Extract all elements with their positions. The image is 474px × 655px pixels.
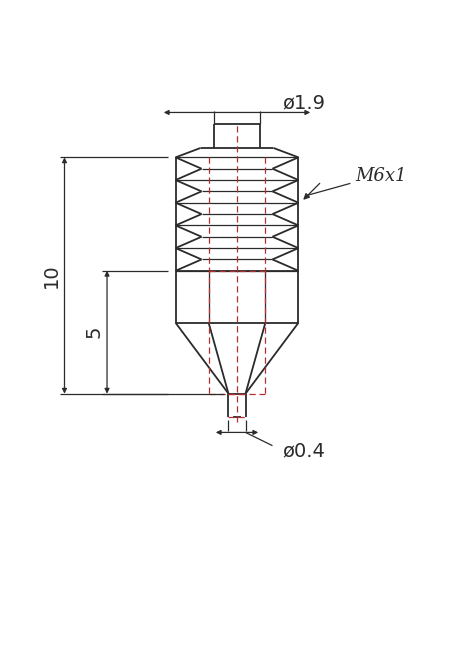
Text: ø0.4: ø0.4 bbox=[282, 441, 325, 460]
Text: 10: 10 bbox=[42, 263, 61, 288]
Text: M6x1: M6x1 bbox=[355, 167, 407, 185]
Text: ø1.9: ø1.9 bbox=[282, 93, 325, 112]
Text: 5: 5 bbox=[85, 326, 104, 339]
